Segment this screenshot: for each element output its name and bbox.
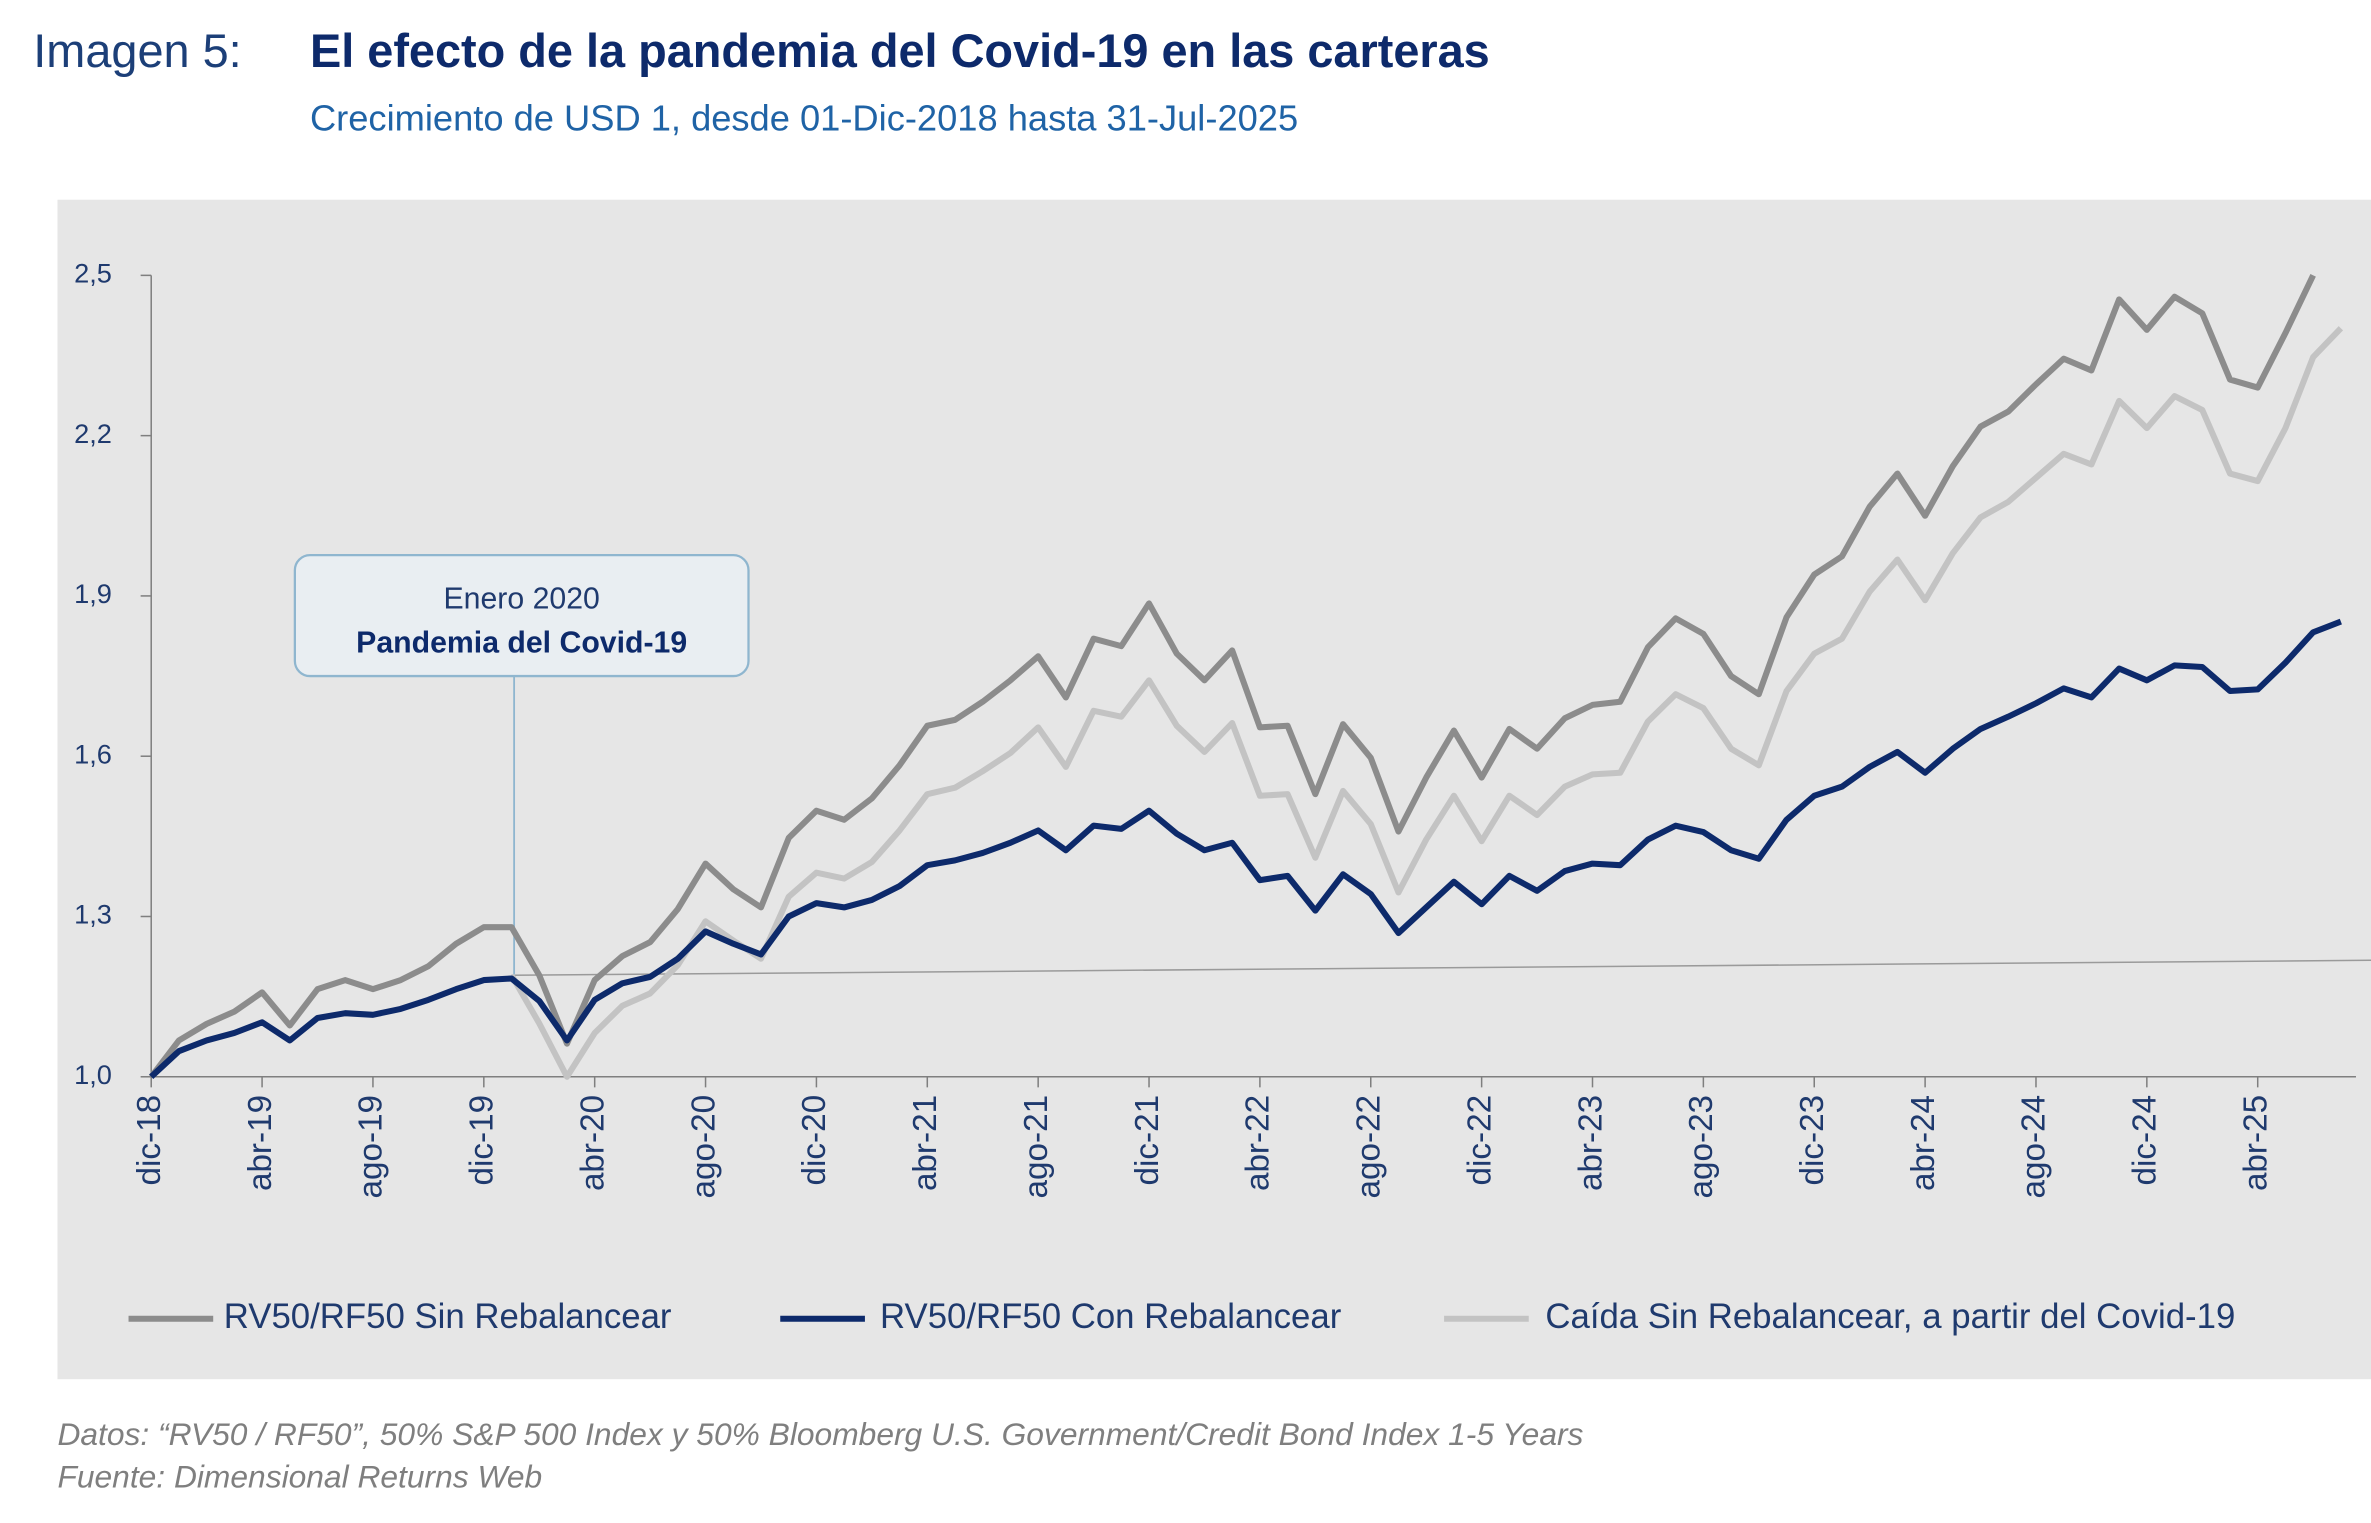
x-tick-label: ago-22 bbox=[1351, 1095, 1388, 1199]
x-tick-label: dic-21 bbox=[1129, 1095, 1166, 1186]
series-line bbox=[508, 326, 2344, 1080]
reference-line bbox=[511, 959, 2371, 977]
chart-subtitle: Crecimiento de USD 1, desde 01-Dic-2018 … bbox=[310, 98, 1298, 139]
x-tick-label: abr-19 bbox=[242, 1095, 279, 1191]
x-tick-label: ago-23 bbox=[1683, 1095, 1720, 1199]
plot-panel bbox=[57, 199, 2371, 1380]
x-tick-label: ago-21 bbox=[1018, 1095, 1055, 1199]
x-tick-label: dic-20 bbox=[796, 1095, 833, 1186]
x-tick-label: abr-24 bbox=[1905, 1095, 1942, 1191]
x-tick-label: dic-18 bbox=[131, 1095, 168, 1186]
x-tick-label: ago-19 bbox=[353, 1095, 390, 1199]
x-tick-label: dic-19 bbox=[464, 1095, 501, 1186]
annotation-text: Pandemia del Covid-19 bbox=[356, 626, 687, 659]
annotation-box bbox=[293, 553, 750, 678]
chart-title: El efecto de la pandemia del Covid-19 en… bbox=[310, 25, 1490, 77]
y-tick-label: 2,5 bbox=[74, 258, 112, 289]
y-tick-label: 1,0 bbox=[74, 1059, 112, 1090]
y-tick-label: 1,3 bbox=[74, 899, 112, 930]
figure-label: Imagen 5: bbox=[33, 25, 241, 77]
x-tick-label: dic-24 bbox=[2127, 1095, 2164, 1186]
annotation-text: Enero 2020 bbox=[444, 582, 600, 615]
y-tick-label: 1,9 bbox=[74, 578, 112, 609]
note: Datos: “RV50 / RF50”, 50% S&P 500 Index … bbox=[57, 1416, 1583, 1452]
x-tick-label: abr-21 bbox=[907, 1095, 944, 1191]
x-tick-label: abr-23 bbox=[1572, 1095, 1609, 1191]
y-tick-label: 1,6 bbox=[74, 738, 112, 769]
note: Fuente: Dimensional Returns Web bbox=[57, 1458, 542, 1494]
x-tick-label: abr-22 bbox=[1240, 1095, 1277, 1191]
x-tick-label: dic-23 bbox=[1794, 1095, 1831, 1186]
x-tick-label: ago-24 bbox=[2016, 1095, 2053, 1199]
x-tick-label: abr-20 bbox=[574, 1095, 611, 1191]
legend-label: RV50/RF50 Sin Rebalancear bbox=[224, 1298, 672, 1336]
x-tick-label: dic-22 bbox=[1461, 1095, 1498, 1186]
legend-label: Caída Sin Rebalancear, a partir del Covi… bbox=[1545, 1298, 2235, 1336]
x-tick-label: ago-20 bbox=[685, 1095, 722, 1199]
y-tick-label: 2,2 bbox=[74, 418, 112, 449]
x-tick-label: abr-25 bbox=[2237, 1095, 2274, 1191]
series-line bbox=[148, 274, 2316, 1079]
series-line bbox=[149, 618, 2342, 1079]
legend-label: RV50/RF50 Con Rebalancear bbox=[880, 1298, 1341, 1336]
